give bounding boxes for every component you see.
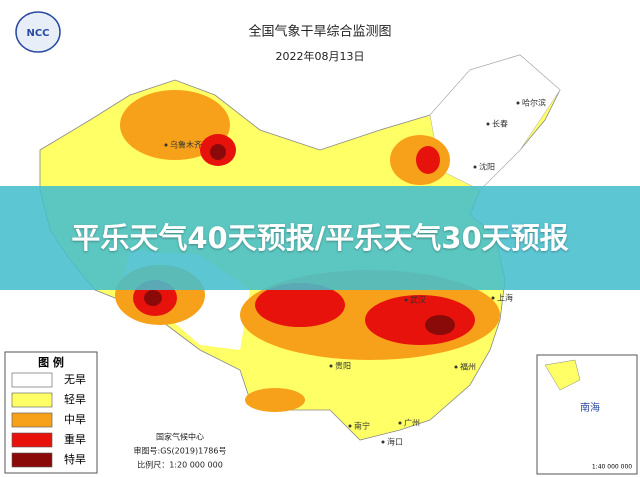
legend-swatch bbox=[11, 452, 53, 468]
map-title: 全国气象干旱综合监测图 bbox=[248, 24, 391, 40]
drought-dark bbox=[144, 290, 162, 306]
city-label: 南宁 bbox=[354, 421, 370, 431]
city-dot bbox=[486, 122, 490, 126]
city-label: 上海 bbox=[497, 293, 513, 303]
legend-label: 轻旱 bbox=[64, 392, 86, 406]
legend-swatch bbox=[11, 432, 53, 448]
drought-red bbox=[416, 146, 440, 174]
city-label: 长春 bbox=[492, 119, 508, 129]
inset-label: 南海 bbox=[580, 401, 600, 414]
footer-approval: 审图号:GS(2019)1786号 bbox=[134, 446, 227, 456]
drought-red bbox=[255, 283, 345, 327]
logo-text: NCC bbox=[26, 28, 49, 39]
city-label: 贵阳 bbox=[335, 361, 351, 371]
legend-swatch bbox=[11, 392, 53, 408]
logo bbox=[15, 11, 61, 53]
city-dot bbox=[381, 440, 385, 444]
city-dot bbox=[329, 364, 333, 368]
city-dot bbox=[164, 143, 168, 147]
city-label: 武汉 bbox=[410, 295, 426, 305]
legend-label: 重旱 bbox=[64, 432, 86, 446]
footer-agency: 国家气候中心 bbox=[156, 432, 204, 442]
legend-label: 无旱 bbox=[64, 373, 86, 386]
footer-scale: 比例尺：1:20 000 000 bbox=[137, 460, 223, 470]
legend-swatch bbox=[11, 372, 53, 388]
city-label: 哈尔滨 bbox=[522, 98, 546, 108]
city-dot bbox=[348, 424, 352, 428]
legend-title: 图 例 bbox=[38, 355, 64, 369]
legend-label: 中旱 bbox=[64, 413, 86, 426]
drought-orange bbox=[245, 388, 305, 412]
drought-dark bbox=[210, 144, 226, 160]
city-label: 福州 bbox=[460, 363, 476, 372]
city-dot bbox=[454, 365, 458, 369]
legend-swatch bbox=[11, 412, 53, 428]
inset-islands bbox=[544, 359, 581, 391]
northeast-white bbox=[429, 54, 561, 191]
city-dot bbox=[404, 298, 408, 302]
banner-text: 平乐天气40天预报/平乐天气30天预报 bbox=[71, 221, 569, 255]
city-label: 广州 bbox=[404, 418, 420, 428]
city-label: 海口 bbox=[387, 437, 403, 447]
city-dot bbox=[473, 165, 477, 169]
city-label: 沈阳 bbox=[479, 162, 495, 172]
banner: 平乐天气40天预报/平乐天气30天预报 bbox=[0, 186, 640, 290]
city-dot bbox=[516, 101, 520, 105]
city-dot bbox=[398, 421, 402, 425]
map-date: 2022年08月13日 bbox=[276, 49, 365, 63]
inset-scale: 1:40 000 000 bbox=[592, 464, 632, 471]
city-label: 乌鲁木齐 bbox=[170, 140, 202, 150]
legend-label: 特旱 bbox=[64, 452, 86, 466]
city-dot bbox=[491, 296, 495, 300]
drought-dark bbox=[425, 315, 455, 335]
